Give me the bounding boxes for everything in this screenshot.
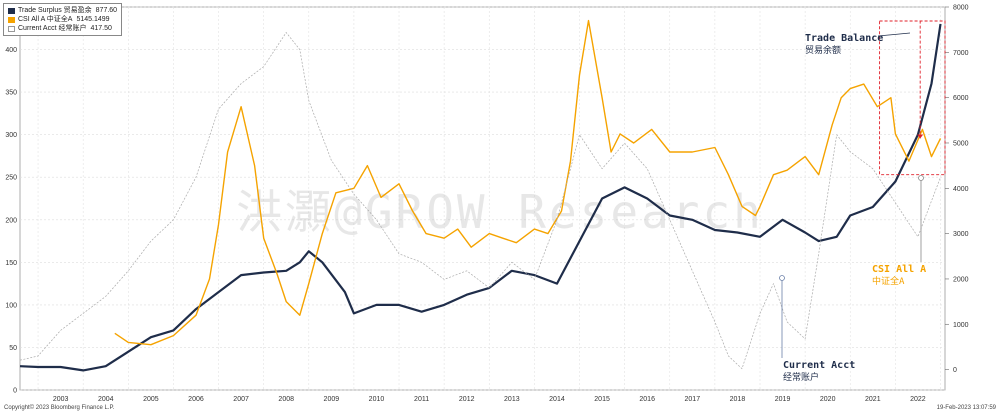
annotation-current-acct-cn: 经常账户: [783, 372, 855, 384]
x-tick-label: 2019: [775, 396, 791, 403]
annotation-trade-balance-en: Trade Balance: [805, 33, 883, 45]
x-tick-label: 2011: [414, 396, 429, 403]
x-tick-label: 2021: [865, 396, 881, 403]
x-tick-label: 2008: [278, 396, 294, 403]
legend-entry-current-acct: Current Acct 经常账户 417.50: [8, 24, 117, 33]
x-tick-label: 2015: [594, 396, 610, 403]
legend-swatch-trade-surplus: [8, 8, 15, 14]
annotation-trade-balance-cn: 贸易余额: [805, 45, 883, 57]
legend-swatch-current-acct: [8, 26, 15, 32]
x-tick-label: 2013: [504, 396, 520, 403]
x-tick-label: 2022: [910, 396, 926, 403]
legend-entry-csi-all-a: CSI All A 中证全A 5145.1499: [8, 15, 117, 24]
legend-entry-trade-surplus: Trade Surplus 贸易盈余 877.60: [8, 6, 117, 15]
x-tick-label: 2012: [459, 396, 475, 403]
x-tick-label: 2003: [53, 396, 69, 403]
y-left-tick-label: 300: [5, 132, 17, 139]
x-tick-label: 2009: [324, 396, 340, 403]
x-tick-label: 2017: [685, 396, 701, 403]
x-tick-label: 2007: [233, 396, 249, 403]
y-right-tick-label: 3000: [953, 231, 969, 238]
x-tick-label: 2016: [639, 396, 655, 403]
annotation-csi-all-a-en: CSI All A: [872, 264, 926, 276]
y-left-tick-label: 50: [9, 345, 17, 352]
annotation-marker-csi-all-a: [919, 176, 924, 181]
annotation-csi-all-a-cn: 中证全A: [872, 276, 926, 288]
x-tick-label: 2010: [369, 396, 385, 403]
y-left-tick-label: 100: [5, 302, 17, 309]
y-right-tick-label: 2000: [953, 276, 969, 283]
footer-copyright: Copyright© 2023 Bloomberg Finance L.P.: [4, 405, 114, 411]
y-right-tick-label: 7000: [953, 50, 969, 57]
y-right-tick-label: 0: [953, 367, 957, 374]
annotation-current-acct-en: Current Acct: [783, 360, 855, 372]
legend-label-current-acct: Current Acct 经常账户: [18, 24, 86, 33]
x-tick-label: 2004: [98, 396, 114, 403]
chart-legend: Trade Surplus 贸易盈余 877.60 CSI All A 中证全A…: [3, 3, 122, 36]
x-tick-label: 2018: [730, 396, 746, 403]
y-left-tick-label: 250: [5, 175, 17, 182]
y-left-tick-label: 400: [5, 47, 17, 54]
legend-swatch-csi-all-a: [8, 17, 15, 23]
y-right-tick-label: 5000: [953, 140, 969, 147]
y-right-tick-label: 1000: [953, 322, 969, 329]
y-left-tick-label: 350: [5, 90, 17, 97]
y-left-tick-label: 0: [13, 388, 17, 395]
y-left-tick-label: 200: [5, 217, 17, 224]
y-left-tick-label: 150: [5, 260, 17, 267]
footer-timestamp: 19-Feb-2023 13:07:59: [937, 405, 996, 411]
legend-label-csi-all-a: CSI All A 中证全A: [18, 15, 72, 24]
legend-value-csi-all-a: 5145.1499: [76, 15, 109, 24]
y-right-tick-label: 4000: [953, 186, 969, 193]
annotation-csi-all-a: CSI All A 中证全A: [872, 264, 926, 288]
y-right-tick-label: 6000: [953, 95, 969, 102]
x-tick-label: 2005: [143, 396, 159, 403]
annotation-marker-current-acct: [780, 276, 785, 281]
legend-label-trade-surplus: Trade Surplus 贸易盈余: [18, 6, 92, 15]
x-tick-label: 2014: [549, 396, 565, 403]
y-right-tick-label: 8000: [953, 5, 969, 12]
x-tick-label: 2020: [820, 396, 836, 403]
annotation-trade-balance: Trade Balance 贸易余额: [805, 33, 883, 57]
x-tick-label: 2006: [188, 396, 204, 403]
annotation-current-acct: Current Acct 经常账户: [783, 360, 855, 384]
legend-value-trade-surplus: 877.60: [96, 6, 117, 15]
watermark-text: 洪灝@GROW Research: [236, 185, 764, 239]
legend-value-current-acct: 417.50: [90, 24, 111, 33]
